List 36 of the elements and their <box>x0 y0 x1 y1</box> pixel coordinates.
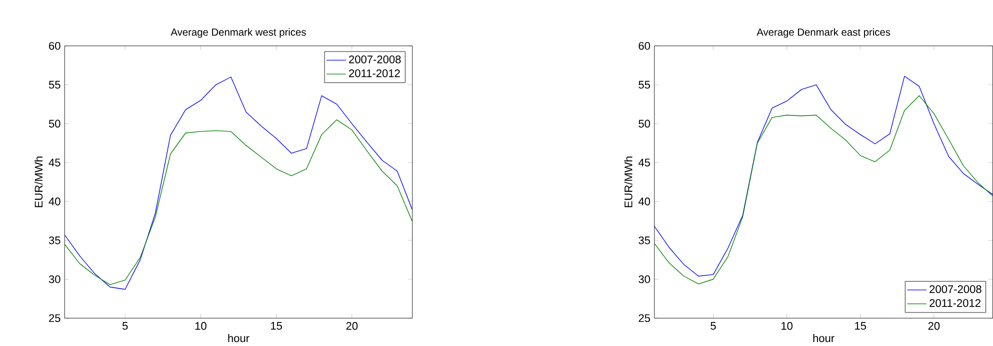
y-tick-label: 55 <box>638 81 650 89</box>
y-tick-label: 50 <box>638 120 650 128</box>
legend-label: 2011-2012 <box>349 69 400 78</box>
x-tick-label: 10 <box>781 322 792 330</box>
y-tick-label: 25 <box>49 314 60 322</box>
y-tick-label: 40 <box>638 198 650 206</box>
y-tick-label: 45 <box>638 158 650 167</box>
x-tick-label: 15 <box>271 322 282 330</box>
y-tick-label: 30 <box>48 275 60 284</box>
legend-label: 2011-2012 <box>930 299 980 308</box>
x-tick-label: 20 <box>928 322 940 330</box>
line-series <box>64 76 412 290</box>
y-tick-label: 25 <box>638 314 650 322</box>
x-tick-label: 10 <box>195 322 206 330</box>
y-tick-label: 30 <box>638 275 650 284</box>
x-tick-label: 15 <box>855 322 866 330</box>
line-series <box>64 120 412 286</box>
y-tick-label: 35 <box>48 236 60 244</box>
chart-title: Average Denmark east prices <box>756 28 890 38</box>
x-axis-title: hour <box>813 334 834 342</box>
x-tick-label: 5 <box>122 322 128 330</box>
x-tick-label: 5 <box>710 322 716 330</box>
y-tick-label: 60 <box>49 42 60 50</box>
legend-label: 2007-2008 <box>349 56 401 64</box>
chart-title: Average Denmark west prices <box>170 28 306 38</box>
y-tick-label: 55 <box>48 81 60 89</box>
y-axis-title: EUR/MWh <box>34 156 43 208</box>
y-tick-label: 40 <box>48 198 60 206</box>
y-tick-label: 60 <box>638 42 650 50</box>
y-tick-label: 50 <box>48 120 60 128</box>
y-tick-label: 35 <box>638 236 650 244</box>
y-axis-title: EUR/MWh <box>624 156 632 208</box>
legend-label: 2007-2008 <box>930 285 982 294</box>
y-tick-label: 45 <box>48 158 60 167</box>
x-axis-title: hour <box>228 334 250 342</box>
x-tick-label: 20 <box>346 322 358 330</box>
